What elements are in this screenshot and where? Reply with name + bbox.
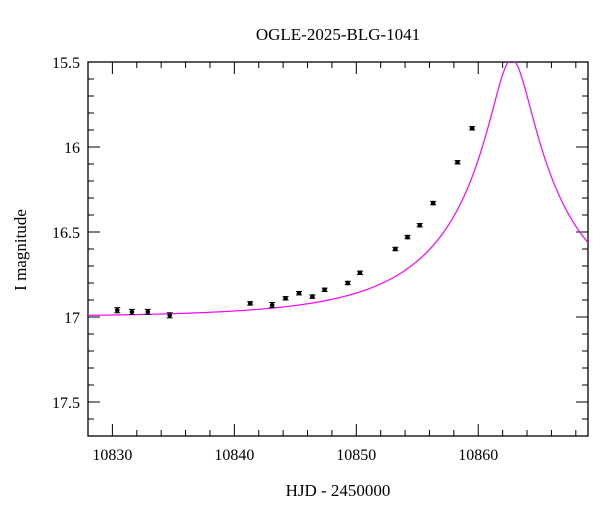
data-point <box>283 296 288 301</box>
x-axis-label: HJD - 2450000 <box>286 481 391 500</box>
data-point <box>455 160 460 165</box>
y-tick-label: 15.5 <box>52 55 80 72</box>
y-tick-label: 16.5 <box>52 225 80 242</box>
data-point <box>247 301 253 306</box>
plot-frame <box>87 61 589 437</box>
plot-area: 10830 10840 10850 10860 15.5 16 16.5 17 17.5 <box>52 55 589 464</box>
data-point <box>393 246 398 252</box>
data-point <box>269 302 275 308</box>
data-point <box>469 126 475 131</box>
y-tick-label: 17 <box>64 310 80 327</box>
chart-title: OGLE-2025-BLG-1041 <box>256 25 420 44</box>
x-tick-label: 10840 <box>214 447 254 464</box>
data-point <box>296 290 302 296</box>
data-point <box>145 309 151 315</box>
data-point <box>322 287 327 293</box>
y-tick-label: 16 <box>64 140 80 157</box>
model-curve <box>88 62 588 316</box>
data-point <box>405 234 410 240</box>
x-tick-label: 10860 <box>458 447 498 464</box>
data-point <box>430 200 436 206</box>
data-point <box>167 313 173 318</box>
data-point <box>310 294 315 299</box>
data-point <box>357 270 363 276</box>
data-point <box>129 309 135 315</box>
y-axis-label: I magnitude <box>11 209 30 291</box>
data-point <box>345 280 351 286</box>
x-tick-label: 10850 <box>336 447 376 464</box>
data-point <box>114 307 120 313</box>
data-point <box>417 222 423 228</box>
x-tick-label: 10830 <box>92 447 132 464</box>
y-tick-label: 17.5 <box>52 395 80 412</box>
